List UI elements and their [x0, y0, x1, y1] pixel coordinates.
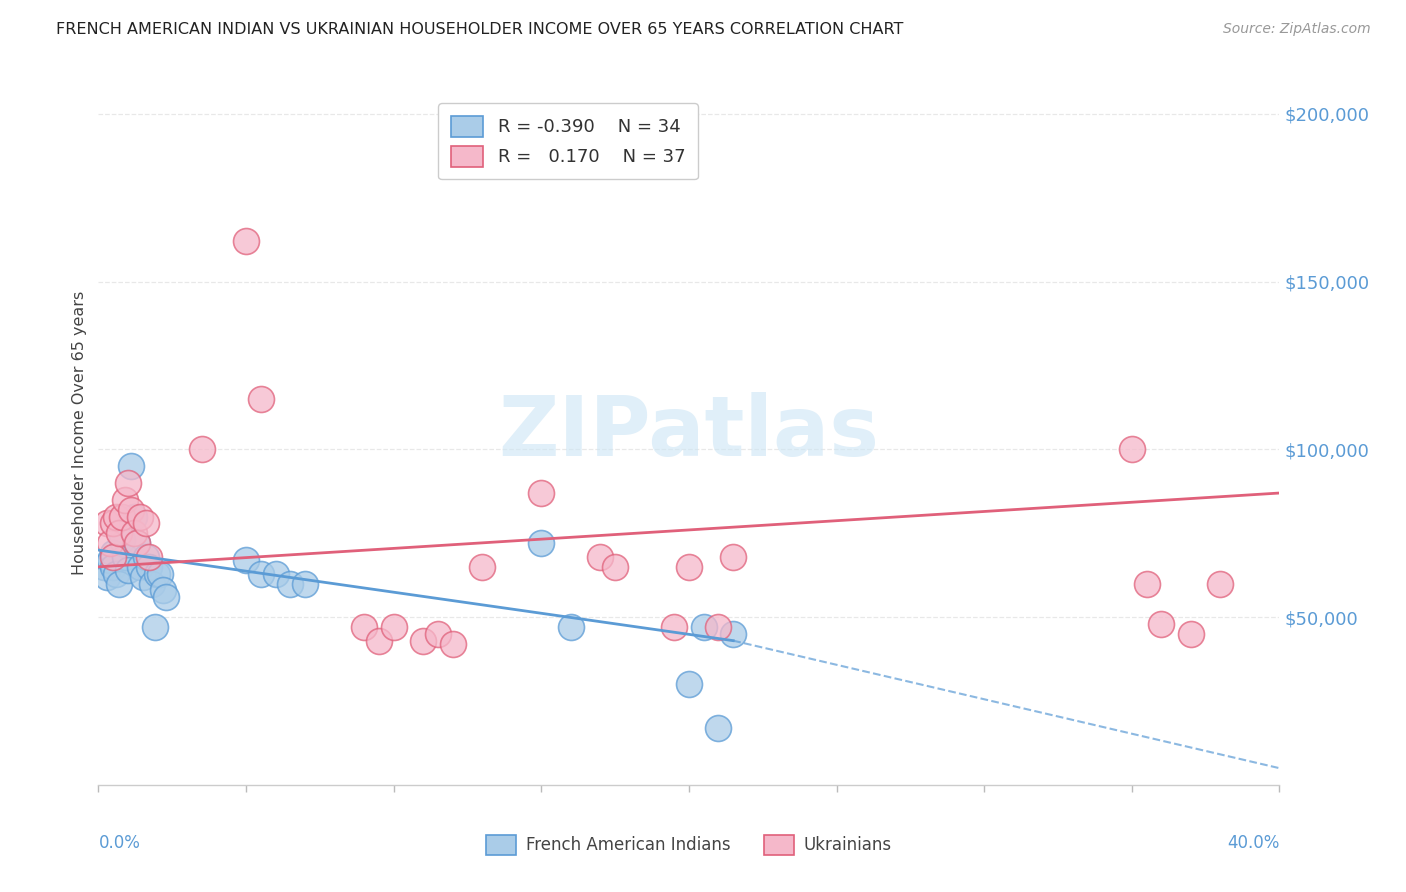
- Point: [471, 559, 494, 574]
- Point: [412, 633, 434, 648]
- Point: [98, 536, 121, 550]
- Point: [530, 536, 553, 550]
- Point: [128, 559, 150, 574]
- Point: [141, 576, 163, 591]
- Point: [1150, 616, 1173, 631]
- Point: [108, 526, 131, 541]
- Point: [122, 509, 145, 524]
- Point: [441, 637, 464, 651]
- Point: [108, 576, 131, 591]
- Point: [530, 486, 553, 500]
- Point: [96, 570, 118, 584]
- Point: [117, 475, 139, 490]
- Point: [693, 620, 716, 634]
- Point: [294, 576, 316, 591]
- Point: [1136, 576, 1159, 591]
- Point: [191, 442, 214, 457]
- Point: [96, 516, 118, 531]
- Point: [707, 620, 730, 634]
- Point: [120, 459, 142, 474]
- Text: 0.0%: 0.0%: [98, 834, 141, 852]
- Point: [250, 392, 273, 406]
- Text: Source: ZipAtlas.com: Source: ZipAtlas.com: [1223, 22, 1371, 37]
- Point: [143, 620, 166, 634]
- Point: [235, 235, 257, 249]
- Point: [138, 549, 160, 564]
- Point: [103, 549, 125, 564]
- Point: [146, 566, 169, 581]
- Point: [250, 566, 273, 581]
- Point: [678, 677, 700, 691]
- Point: [111, 509, 134, 524]
- Point: [135, 549, 157, 564]
- Point: [103, 559, 125, 574]
- Point: [723, 627, 745, 641]
- Point: [128, 509, 150, 524]
- Point: [105, 509, 128, 524]
- Point: [427, 627, 450, 641]
- Point: [235, 553, 257, 567]
- Point: [707, 721, 730, 735]
- Point: [111, 533, 134, 547]
- Point: [125, 536, 148, 550]
- Point: [132, 570, 155, 584]
- Point: [605, 559, 627, 574]
- Text: FRENCH AMERICAN INDIAN VS UKRAINIAN HOUSEHOLDER INCOME OVER 65 YEARS CORRELATION: FRENCH AMERICAN INDIAN VS UKRAINIAN HOUS…: [56, 22, 904, 37]
- Point: [152, 583, 174, 598]
- Point: [103, 546, 125, 560]
- Point: [114, 492, 136, 507]
- Point: [264, 566, 287, 581]
- Point: [1180, 627, 1202, 641]
- Point: [560, 620, 582, 634]
- Point: [125, 536, 148, 550]
- Point: [382, 620, 405, 634]
- Point: [114, 549, 136, 564]
- Point: [664, 620, 686, 634]
- Point: [149, 566, 172, 581]
- Point: [353, 620, 375, 634]
- Point: [98, 553, 121, 567]
- Y-axis label: Householder Income Over 65 years: Householder Income Over 65 years: [72, 291, 87, 574]
- Point: [1209, 576, 1232, 591]
- Point: [155, 590, 177, 604]
- Text: ZIPatlas: ZIPatlas: [499, 392, 879, 473]
- Point: [93, 559, 115, 574]
- Point: [368, 633, 391, 648]
- Point: [138, 559, 160, 574]
- Text: 40.0%: 40.0%: [1227, 834, 1279, 852]
- Point: [589, 549, 612, 564]
- Point: [280, 576, 302, 591]
- Point: [103, 516, 125, 531]
- Point: [122, 526, 145, 541]
- Point: [135, 516, 157, 531]
- Point: [723, 549, 745, 564]
- Point: [117, 563, 139, 577]
- Point: [678, 559, 700, 574]
- Point: [120, 503, 142, 517]
- Legend: French American Indians, Ukrainians: French American Indians, Ukrainians: [479, 829, 898, 861]
- Point: [105, 566, 128, 581]
- Point: [1121, 442, 1143, 457]
